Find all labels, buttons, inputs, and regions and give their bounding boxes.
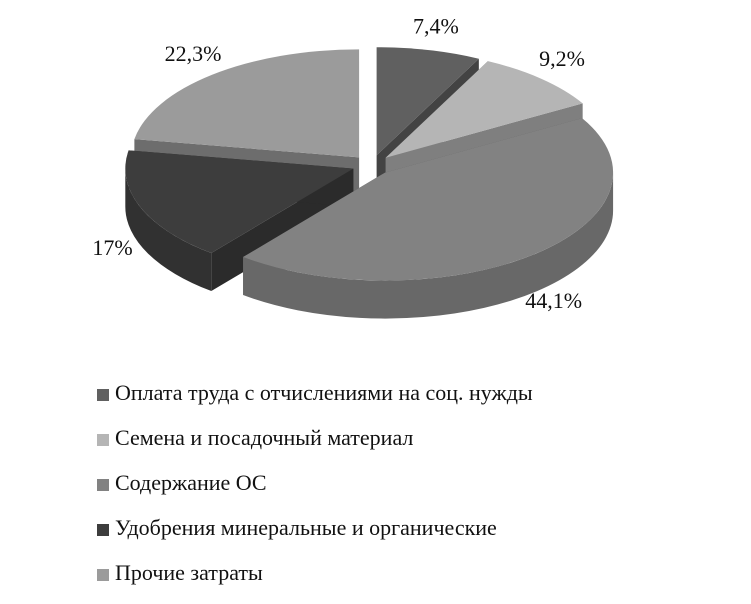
legend-label: Прочие затраты [115, 560, 263, 585]
legend-swatch [97, 524, 109, 536]
data-label: 9,2% [539, 46, 585, 71]
legend-swatch [97, 389, 109, 401]
legend-label: Оплата труда с отчислениями на соц. нужд… [115, 380, 533, 405]
legend-label: Семена и посадочный материал [115, 425, 413, 450]
legend-swatch [97, 569, 109, 581]
data-label: 22,3% [165, 41, 222, 66]
legend-swatch [97, 479, 109, 491]
legend-label: Удобрения минеральные и органические [115, 515, 497, 540]
slice-wall [125, 168, 212, 292]
legend-swatch [97, 434, 109, 446]
slice-wall [243, 172, 614, 319]
slice [385, 61, 583, 158]
legend-label: Содержание ОС [115, 470, 267, 495]
slice [125, 150, 354, 254]
data-label: 7,4% [413, 14, 459, 39]
slice [134, 49, 360, 158]
data-label: 44,1% [525, 288, 582, 313]
slice [376, 47, 479, 156]
data-label: 17% [92, 235, 132, 260]
slice [243, 118, 614, 281]
